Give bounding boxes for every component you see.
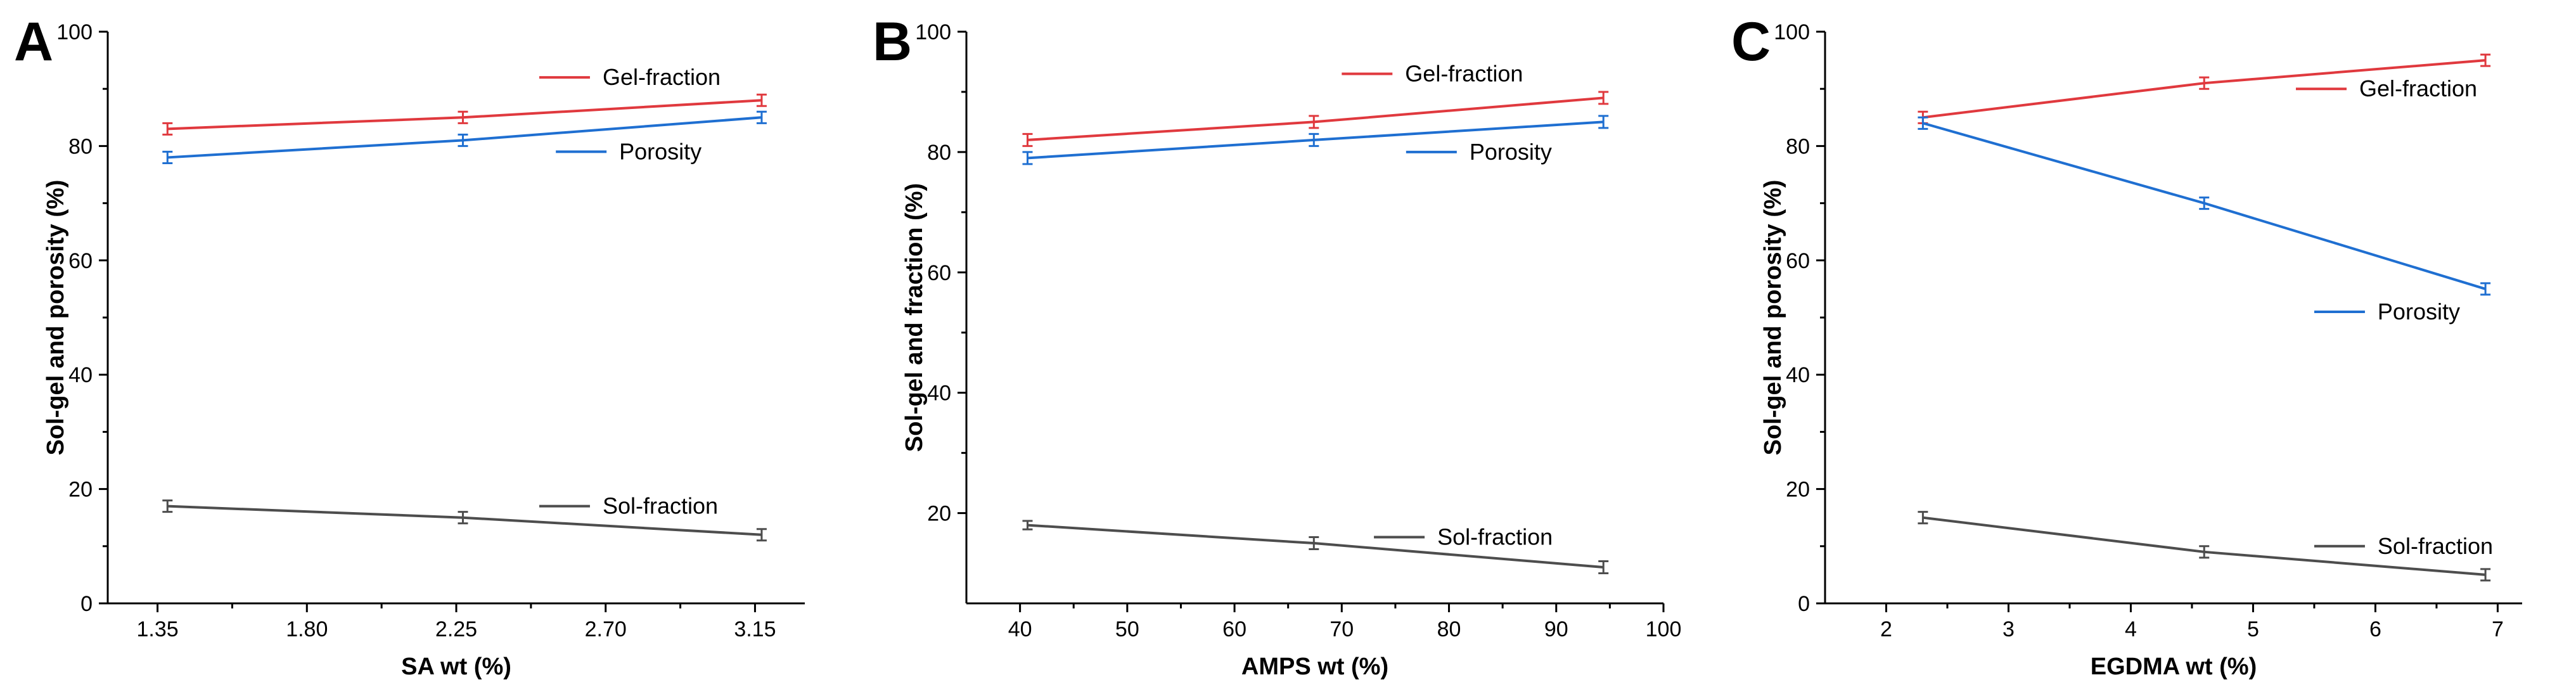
y-axis-title: Sol-gel and porosity (%): [42, 180, 69, 456]
data-point-gel-fraction: [458, 110, 468, 124]
data-point-gel-fraction: [162, 122, 173, 136]
chart-c: C 0 20 40 60 80 100 2 3 4 5 6 7 EGDMA wt (%) Sol-gel a…: [1731, 11, 2522, 680]
y-tick-label: 40: [1786, 363, 1810, 387]
x-tick-label: 3: [2002, 617, 2015, 641]
panel-letter: A: [14, 11, 53, 72]
x-tick-label: 50: [1115, 617, 1139, 641]
y-tick-label: 60: [927, 261, 951, 285]
chart-b: B 20 40 60 80 100 40 50 60 70 80 90 100 AMPS wt (%) So…: [873, 11, 1682, 680]
data-point-porosity: [1918, 116, 1928, 130]
y-tick-label: 20: [68, 478, 93, 502]
data-point-porosity: [458, 133, 468, 147]
x-tick-label: 2.70: [585, 617, 627, 641]
y-tick-label: 60: [1786, 249, 1810, 273]
data-point-porosity: [162, 150, 173, 164]
y-tick-label: 80: [1786, 134, 1810, 158]
legend-label-gel-fraction: Gel-fraction: [603, 64, 721, 90]
legend-label-sol-fraction: Sol-fraction: [2378, 533, 2493, 559]
data-point-gel-fraction: [756, 93, 767, 107]
x-tick-label: 4: [2125, 617, 2137, 641]
legend-label-sol-fraction: Sol-fraction: [603, 493, 718, 519]
data-point-gel-fraction: [1309, 115, 1319, 129]
legend-label-porosity: Porosity: [1470, 139, 1552, 165]
legend-label-porosity: Porosity: [619, 138, 702, 164]
x-axis-title: SA wt (%): [401, 653, 511, 680]
legend-label-porosity: Porosity: [2378, 299, 2460, 325]
data-point-porosity: [756, 110, 767, 124]
y-tick-label: 60: [68, 249, 93, 273]
x-tick-label: 2.25: [435, 617, 477, 641]
legend-label-sol-fraction: Sol-fraction: [1437, 524, 1553, 550]
data-point-sol-fraction: [458, 511, 468, 525]
x-tick-label: 5: [2247, 617, 2259, 641]
x-axis-title: AMPS wt (%): [1241, 653, 1388, 680]
data-point-porosity: [2480, 282, 2491, 296]
y-tick-label: 0: [80, 592, 93, 616]
y-tick-label: 100: [56, 20, 93, 44]
data-point-porosity: [2199, 196, 2210, 210]
y-axis-title: Sol-gel and fraction (%): [901, 183, 928, 452]
x-tick-label: 90: [1544, 617, 1568, 641]
x-tick-label: 1.35: [136, 617, 178, 641]
x-tick-label: 3.15: [734, 617, 776, 641]
data-point-porosity: [1598, 115, 1609, 129]
data-point-sol-fraction: [2480, 568, 2491, 582]
panel-c: C 0 20 40 60 80 100 2 3 4 5 6 7 EGDMA wt (%) Sol-gel a…: [1717, 0, 2576, 694]
y-tick-label: 100: [1774, 20, 1810, 44]
chart-a: A 0 20 40 60 80 100 1.35 1.80 2.25 2.70 3.15 SA wt (…: [14, 11, 805, 680]
data-point-sol-fraction: [2199, 545, 2210, 559]
x-axis-title: EGDMA wt (%): [2091, 653, 2257, 680]
y-tick-label: 40: [68, 363, 93, 387]
data-point-gel-fraction: [1598, 91, 1609, 105]
data-point-sol-fraction: [756, 528, 767, 542]
data-point-porosity: [1309, 132, 1319, 147]
data-point-gel-fraction: [1022, 132, 1033, 147]
y-tick-label: 20: [1786, 478, 1810, 502]
data-point-sol-fraction: [1598, 560, 1609, 575]
data-point-porosity: [1022, 151, 1033, 165]
panel-letter: B: [873, 11, 912, 72]
x-tick-label: 40: [1008, 617, 1032, 641]
y-tick-label: 100: [915, 20, 951, 44]
y-tick-label: 80: [68, 134, 93, 158]
x-tick-label: 6: [2369, 617, 2381, 641]
panel-b: B 20 40 60 80 100 40 50 60 70 80 90 100 AMPS wt (%) So…: [859, 0, 1717, 694]
data-point-sol-fraction: [162, 499, 173, 513]
x-tick-label: 2: [1880, 617, 1892, 641]
data-point-gel-fraction: [2480, 53, 2491, 67]
data-point-sol-fraction: [1918, 511, 1928, 525]
x-tick-label: 60: [1222, 617, 1246, 641]
legend-label-gel-fraction: Gel-fraction: [2359, 75, 2477, 101]
y-tick-label: 40: [927, 382, 951, 406]
y-tick-label: 80: [927, 141, 951, 165]
y-tick-label: 20: [927, 502, 951, 526]
legend-label-gel-fraction: Gel-fraction: [1405, 60, 1523, 86]
x-tick-label: 80: [1437, 617, 1461, 641]
panel-letter: C: [1731, 11, 1771, 72]
y-axis-title: Sol-gel and porosity (%): [1760, 180, 1786, 456]
panel-a: A 0 20 40 60 80 100 1.35 1.80 2.25 2.70 3.15 SA wt (…: [0, 0, 859, 694]
y-tick-label: 0: [1798, 592, 1810, 616]
data-point-sol-fraction: [1022, 520, 1033, 530]
data-point-gel-fraction: [2199, 76, 2210, 90]
x-tick-label: 1.80: [286, 617, 328, 641]
x-tick-label: 70: [1330, 617, 1354, 641]
x-tick-label: 100: [1646, 617, 1682, 641]
x-tick-label: 7: [2492, 617, 2504, 641]
data-point-sol-fraction: [1309, 536, 1319, 551]
